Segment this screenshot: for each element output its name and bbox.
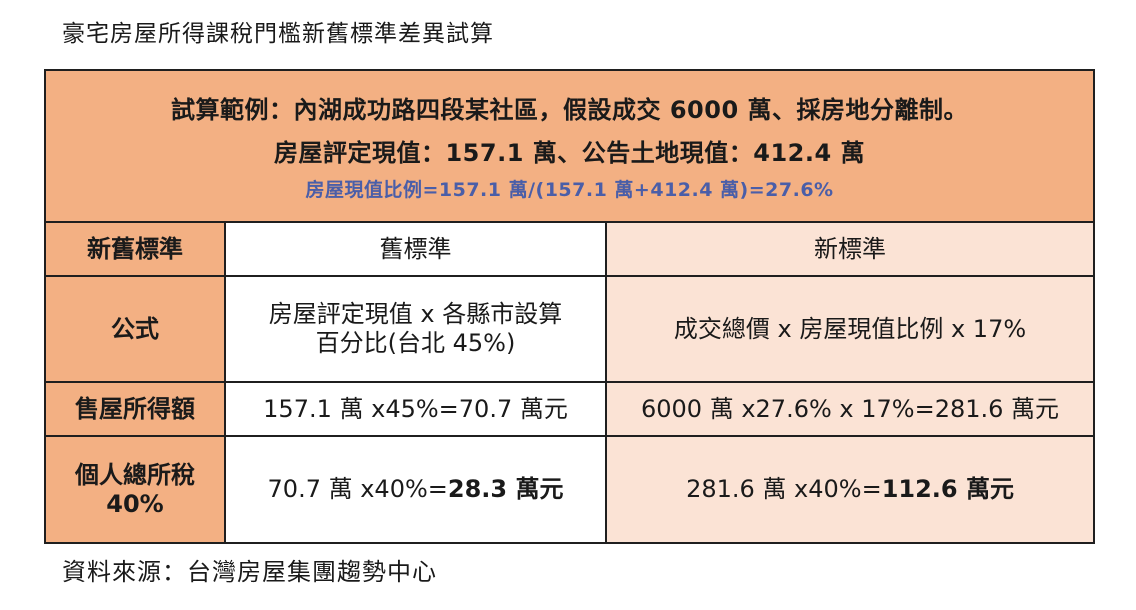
- formula-new: 成交總價 x 房屋現值比例 x 17%: [604, 275, 1096, 383]
- header-old: 舊標準: [224, 221, 607, 277]
- example-line-1: 試算範例：內湖成功路四段某社區，假設成交 6000 萬、採房地分離制。: [171, 95, 969, 124]
- table-title: 豪宅房屋所得課稅門檻新舊標準差異試算: [62, 21, 494, 47]
- header-row: 新舊標準 舊標準 新標準: [44, 221, 1096, 277]
- income-row: 售屋所得額 157.1 萬 x45%=70.7 萬元 6000 萬 x27.6%…: [44, 381, 1096, 437]
- tax-label: 個人總所稅 40%: [44, 435, 226, 544]
- formula-old: 房屋評定現值 x 各縣市設算 百分比(台北 45%): [224, 275, 607, 383]
- tax-new: 281.6 萬 x40%=112.6 萬元: [604, 435, 1096, 544]
- formula-label: 公式: [44, 275, 226, 383]
- tax-label-line-2: 40%: [106, 489, 164, 518]
- income-old: 157.1 萬 x45%=70.7 萬元: [224, 381, 607, 437]
- tax-new-result: 112.6 萬元: [881, 475, 1014, 504]
- header-new: 新標準: [604, 221, 1096, 277]
- example-line-2: 房屋評定現值：157.1 萬、公告土地現值：412.4 萬: [273, 138, 866, 167]
- tax-row: 個人總所稅 40% 70.7 萬 x40%=28.3 萬元 281.6 萬 x4…: [44, 435, 1096, 544]
- example-cell: 試算範例：內湖成功路四段某社區，假設成交 6000 萬、採房地分離制。 房屋評定…: [43, 69, 1096, 223]
- tax-new-formula: 281.6 萬 x40%=: [686, 475, 882, 504]
- example-row: 試算範例：內湖成功路四段某社區，假設成交 6000 萬、採房地分離制。 房屋評定…: [43, 69, 1096, 223]
- tax-label-line-1: 個人總所稅: [75, 460, 195, 489]
- formula-old-line-2: 百分比(台北 45%): [315, 329, 516, 357]
- tax-old: 70.7 萬 x40%=28.3 萬元: [224, 435, 607, 544]
- income-new: 6000 萬 x27.6% x 17%=281.6 萬元: [604, 381, 1096, 437]
- income-label: 售屋所得額: [44, 381, 226, 437]
- source-note: 資料來源：台灣房屋集團趨勢中心: [62, 558, 437, 586]
- tax-old-formula: 70.7 萬 x40%=: [267, 475, 448, 504]
- formula-row: 公式 房屋評定現值 x 各縣市設算 百分比(台北 45%) 成交總價 x 房屋現…: [44, 275, 1096, 383]
- example-line-3: 房屋現值比例=157.1 萬/(157.1 萬+412.4 萬)=27.6%: [305, 179, 834, 202]
- tax-old-result: 28.3 萬元: [447, 475, 564, 504]
- header-label: 新舊標準: [44, 221, 226, 277]
- comparison-table: 試算範例：內湖成功路四段某社區，假設成交 6000 萬、採房地分離制。 房屋評定…: [43, 69, 1096, 544]
- formula-old-line-1: 房屋評定現值 x 各縣市設算: [268, 300, 563, 329]
